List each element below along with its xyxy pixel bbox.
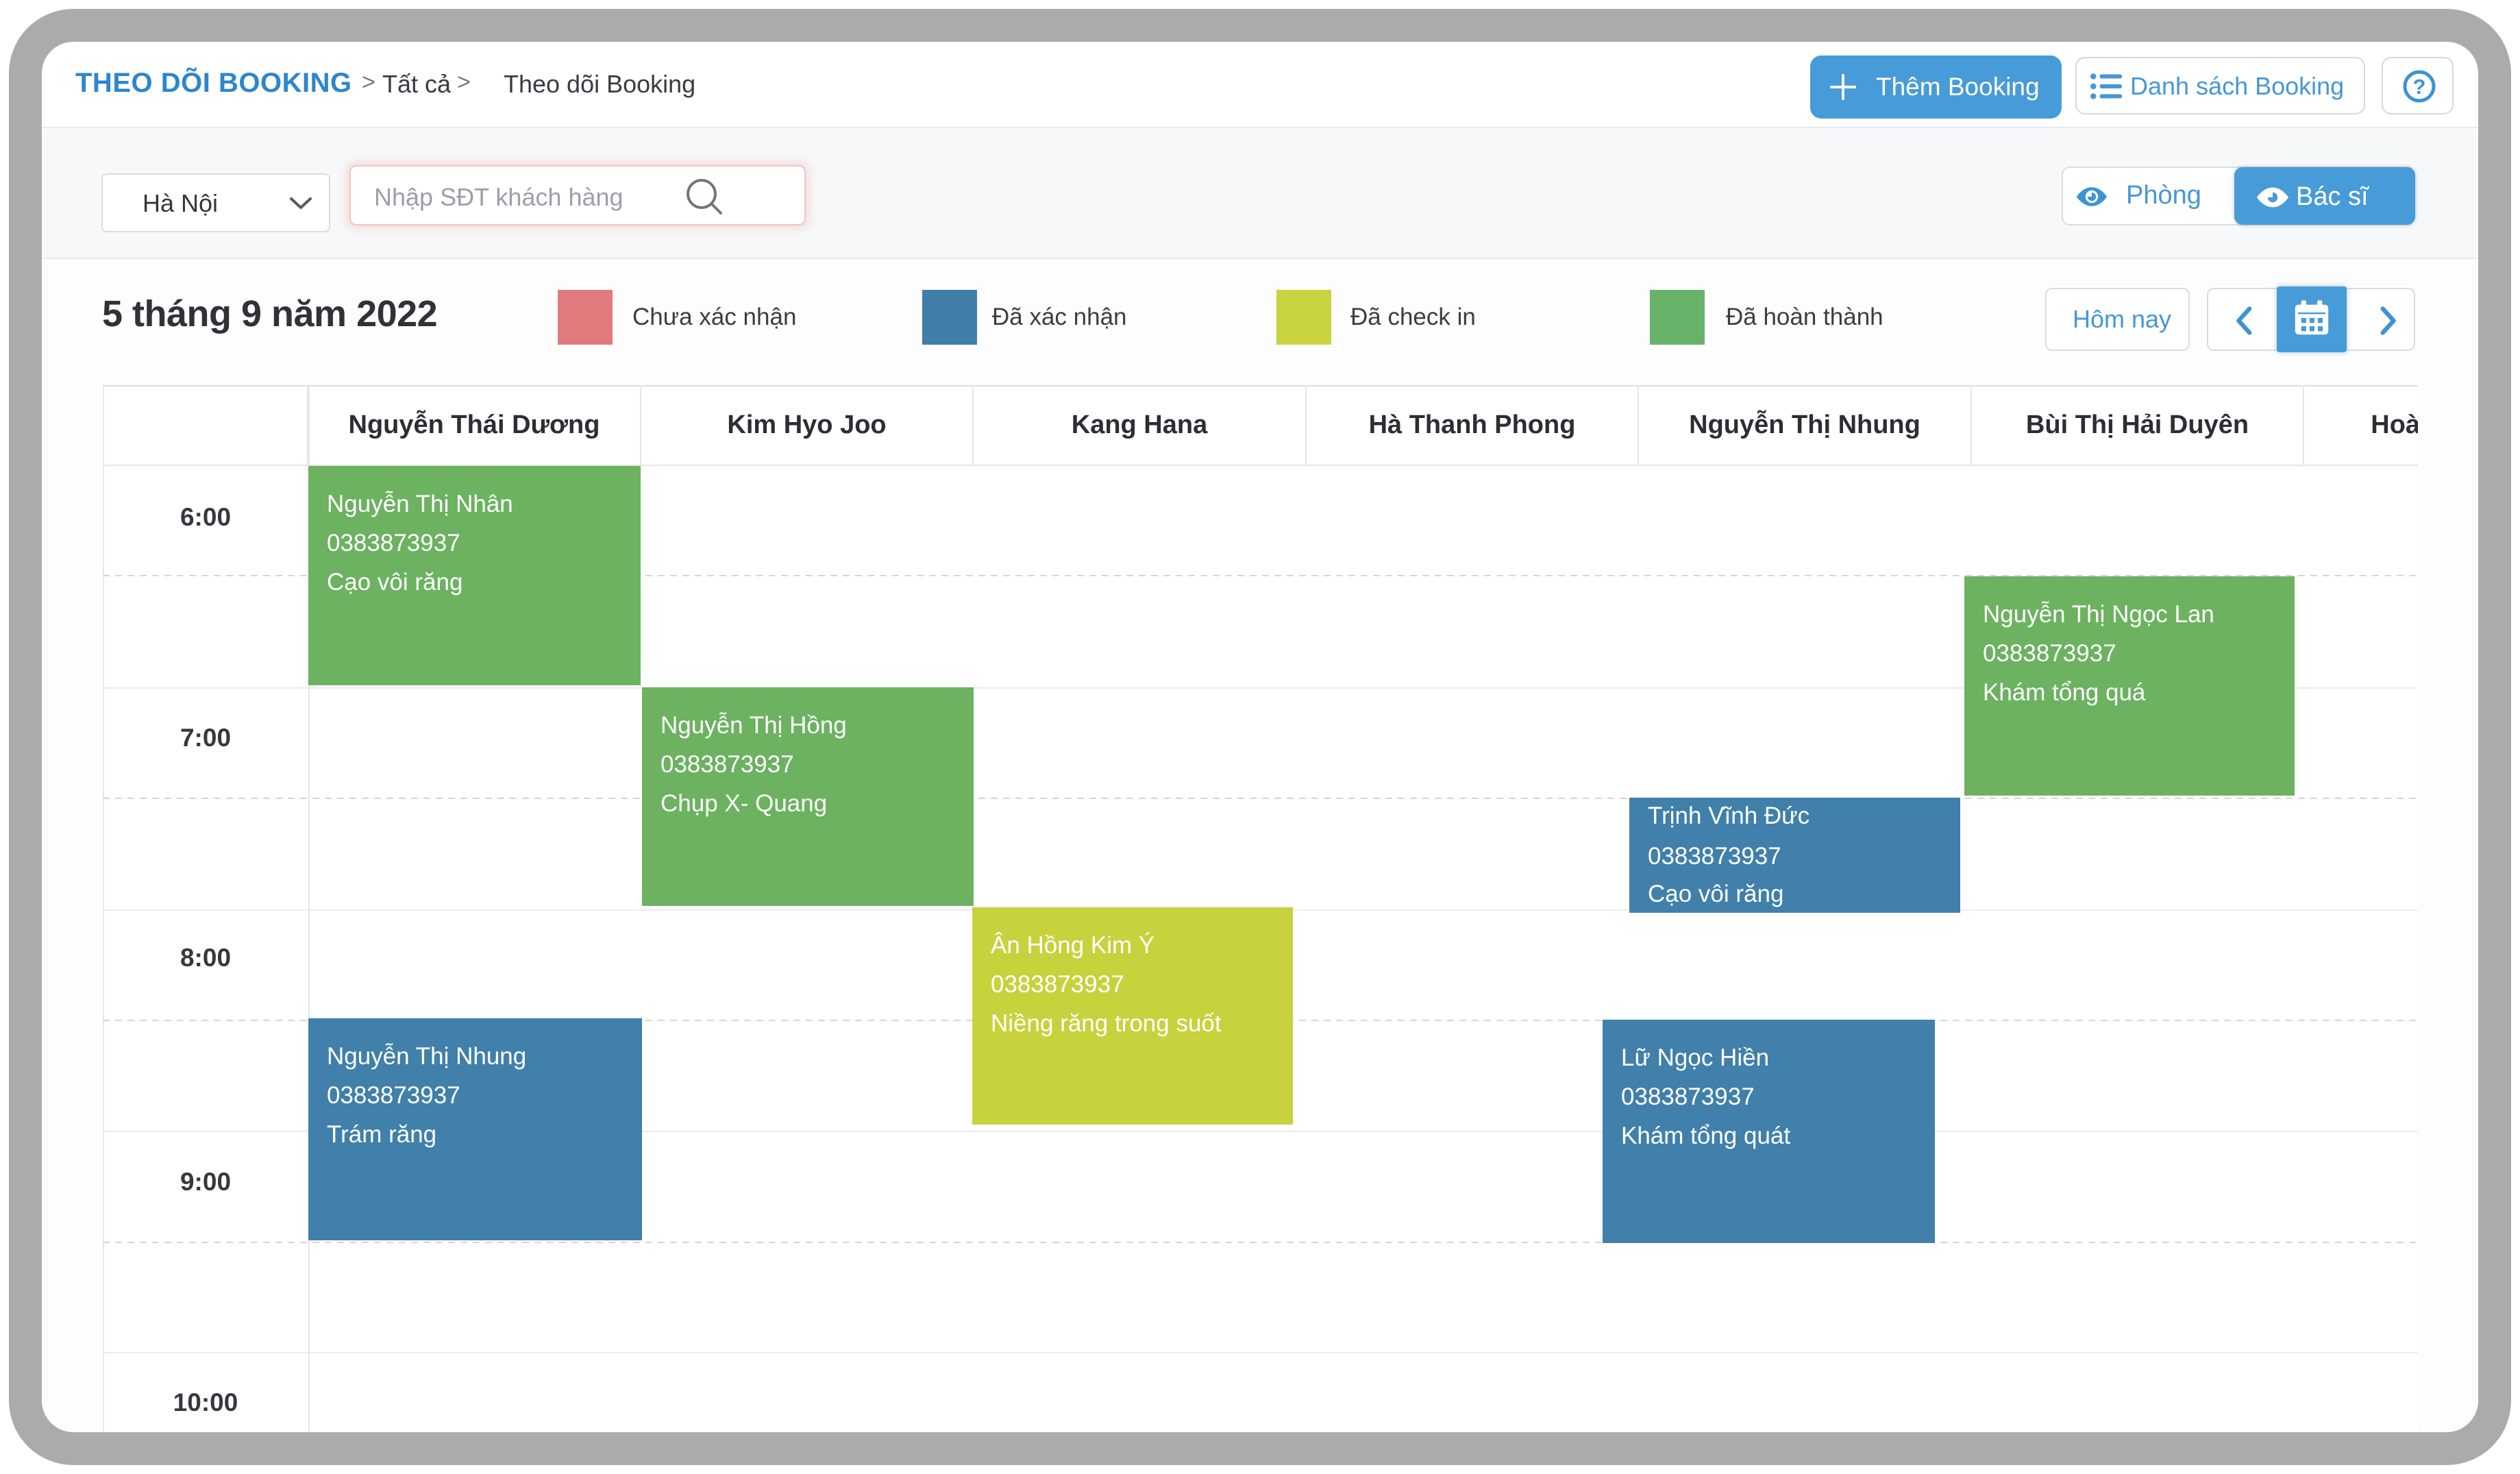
svg-text:?: ? (2413, 75, 2426, 99)
